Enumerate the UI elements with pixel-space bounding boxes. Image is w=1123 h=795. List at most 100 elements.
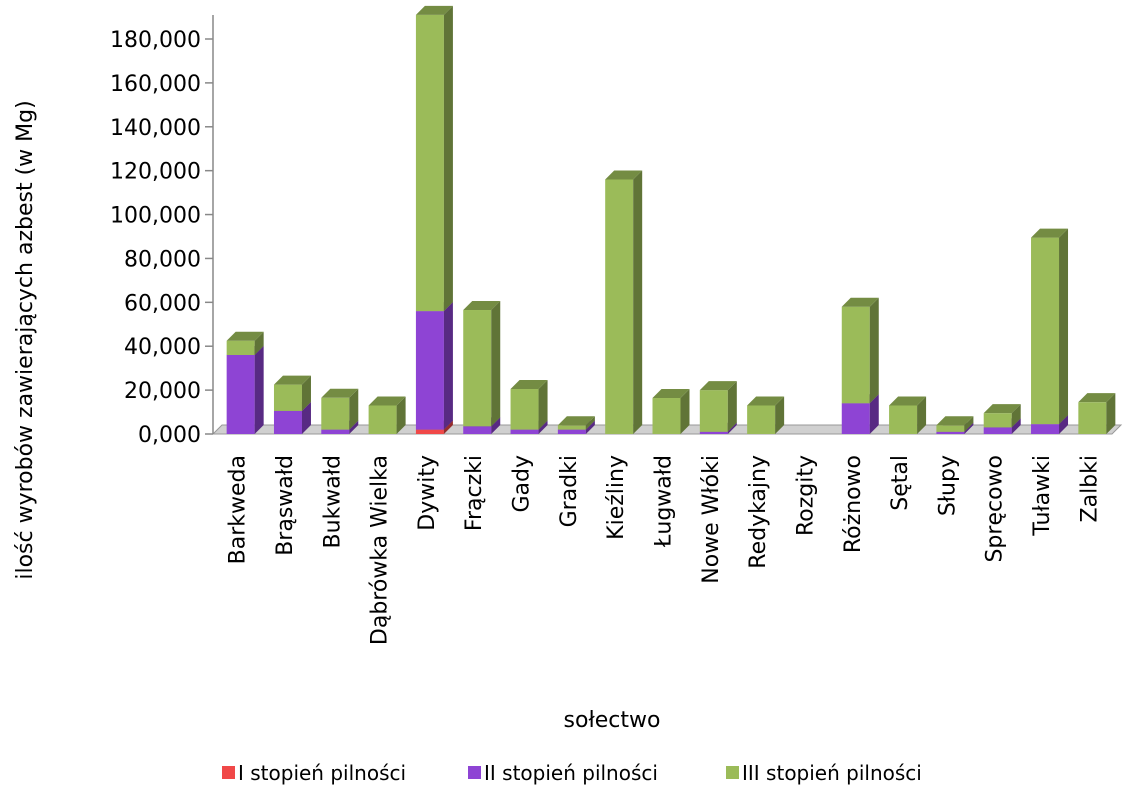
bar-front xyxy=(605,179,634,434)
x-tick-label: Dąbrówka Wielka xyxy=(368,455,393,645)
bar-top xyxy=(747,396,785,406)
bar-front xyxy=(273,410,302,434)
bar-segment xyxy=(226,346,264,434)
bar-top xyxy=(841,297,879,307)
bar-side xyxy=(680,389,690,434)
x-tick-label: Dywity xyxy=(415,455,440,531)
x-tick-label: Gady xyxy=(510,455,535,513)
x-tick-label: Gradki xyxy=(557,455,582,527)
x-tick-label: Barkweda xyxy=(226,455,251,564)
bar-side xyxy=(301,375,311,411)
bar-side xyxy=(538,420,548,434)
bar-segment xyxy=(226,331,264,355)
bar-front xyxy=(415,311,444,430)
legend-swatch xyxy=(726,766,739,779)
bar-side xyxy=(396,396,406,434)
bar-front xyxy=(463,310,492,427)
bar-segment xyxy=(368,396,406,434)
bar-side xyxy=(1059,228,1069,425)
bar-side xyxy=(254,346,264,434)
bar-segment xyxy=(321,388,359,430)
bar-side xyxy=(301,401,311,434)
bar-top xyxy=(699,381,737,391)
x-tick-label: Kieźliny xyxy=(604,455,629,540)
bar-segment xyxy=(936,416,974,432)
bar-front xyxy=(652,398,681,434)
bar-side xyxy=(349,388,359,430)
y-tick-label: 180,000 xyxy=(110,28,201,53)
bar-front xyxy=(226,340,255,355)
bar-front xyxy=(415,14,444,312)
bar-side xyxy=(443,420,453,434)
bar-top xyxy=(368,396,406,406)
bar-front xyxy=(699,431,728,434)
bar-front xyxy=(983,427,1012,434)
x-tick-label: Bukwałd xyxy=(320,455,345,548)
bar-front xyxy=(936,431,965,434)
bar-top xyxy=(1031,228,1069,238)
bar-top xyxy=(321,388,359,398)
x-tick-label: Sętal xyxy=(888,455,913,511)
bar-front xyxy=(699,390,728,432)
bar-segment xyxy=(463,301,501,427)
bar-segment xyxy=(889,396,927,434)
bar-side xyxy=(349,420,359,434)
bar-front xyxy=(415,429,444,434)
legend-label: I stopień pilności xyxy=(238,761,406,785)
bar-front xyxy=(936,425,965,432)
bar-top xyxy=(652,389,690,399)
bar-top xyxy=(463,301,501,311)
legend-label: II stopień pilności xyxy=(484,761,658,785)
y-tick-label: 60,000 xyxy=(124,291,201,316)
bar-front xyxy=(1078,402,1107,434)
bar-top xyxy=(226,331,264,341)
bar-top xyxy=(889,396,927,406)
x-tick-label: Spręcowo xyxy=(983,455,1008,563)
bar-segment xyxy=(605,170,643,434)
bar-front xyxy=(1031,424,1060,434)
x-tick-label: Różnowo xyxy=(841,455,866,553)
bar-side xyxy=(964,416,974,432)
bar-front xyxy=(368,405,397,434)
bar-top xyxy=(273,375,311,385)
bar-segment xyxy=(1078,393,1116,434)
bar-top xyxy=(605,170,643,180)
bar-front xyxy=(463,426,492,434)
legend-swatch xyxy=(222,766,235,779)
bar-segment xyxy=(273,375,311,411)
x-tick-label: Ługwałd xyxy=(652,455,677,548)
bar-segment xyxy=(747,396,785,434)
bar-front xyxy=(273,384,302,411)
x-axis-title: sołectwo xyxy=(564,708,661,733)
bar-top xyxy=(1078,393,1116,403)
bar-top xyxy=(983,404,1021,414)
y-tick-label: 40,000 xyxy=(124,335,201,360)
bar-segment xyxy=(1031,228,1069,425)
bar-segment xyxy=(841,297,879,404)
bar-segment xyxy=(510,380,548,430)
bar-side xyxy=(443,302,453,430)
bar-front xyxy=(510,429,539,434)
bar-side xyxy=(254,331,264,355)
y-axis-title: ilość wyrobów zawierających azbest (w Mg… xyxy=(13,100,38,579)
bar-segment xyxy=(983,404,1021,428)
bar-front xyxy=(557,429,586,434)
bar-side xyxy=(1011,404,1021,428)
bar-side xyxy=(585,416,595,430)
bar-side xyxy=(1106,393,1116,434)
y-tick-label: 160,000 xyxy=(110,72,201,97)
x-tick-label: Nowe Włóki xyxy=(699,455,724,584)
y-tick-label: 120,000 xyxy=(110,160,201,185)
bar-side xyxy=(538,380,548,430)
bar-side xyxy=(964,422,974,434)
bar-segment xyxy=(415,302,453,430)
legend-label: III stopień pilności xyxy=(742,761,922,785)
bar-side xyxy=(491,417,501,434)
bar-side xyxy=(1011,418,1021,434)
bar-segment xyxy=(652,389,690,434)
y-tick-label: 80,000 xyxy=(124,247,201,272)
y-tick-label: 0,000 xyxy=(138,423,201,448)
bar-side xyxy=(491,301,501,427)
bar-front xyxy=(747,405,776,434)
bar-top xyxy=(936,416,974,426)
